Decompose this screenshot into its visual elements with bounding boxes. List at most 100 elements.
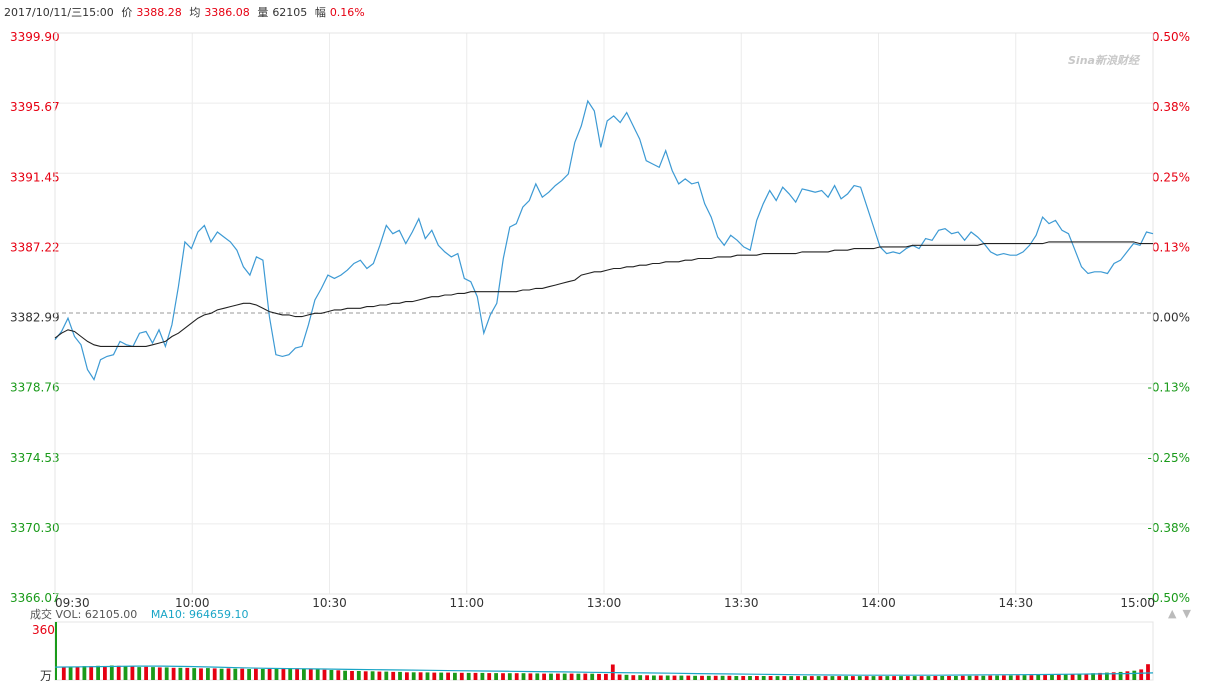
volume-label: 成交 [30, 608, 52, 621]
volume-bar [761, 676, 766, 680]
volume-bar [995, 675, 999, 680]
volume-bar [706, 675, 711, 680]
quote-datetime: 2017/10/11/三15:00 [4, 6, 114, 19]
volume-bar [535, 673, 540, 680]
volume-bar [590, 673, 595, 680]
volume-bar [398, 671, 402, 680]
volume-bar [1111, 672, 1116, 680]
volume-bar [116, 665, 121, 680]
volume-bar [679, 675, 684, 680]
volume-bar [103, 666, 107, 680]
volume-bar [940, 676, 945, 680]
volume-bar [775, 676, 780, 680]
volume-bar [1118, 671, 1123, 680]
volume-bar [542, 673, 546, 680]
volume-bar [370, 671, 375, 680]
y-tick-label: 3382.99 [10, 311, 60, 325]
volume-bar [981, 675, 986, 680]
volume-bar [1050, 674, 1054, 680]
volume-bar [933, 676, 938, 680]
y-tick-label: 3387.22 [10, 240, 60, 254]
volume-bar [494, 673, 498, 680]
volume-bar [240, 668, 245, 680]
volume-bar [411, 672, 416, 680]
volume-bar [329, 670, 334, 680]
volume-bar [1105, 672, 1109, 680]
volume-bar [137, 667, 142, 680]
volume-bar [123, 666, 128, 680]
avg-price-line [54, 241, 1153, 347]
avg-value: 3386.08 [204, 6, 250, 19]
volume-bar [480, 672, 485, 680]
volume-bar [171, 667, 176, 680]
volume-ma-text: MA10: 964659.10 [150, 608, 249, 621]
volume-bar [1125, 671, 1130, 680]
volume-bar [302, 668, 306, 680]
price-label: 价 [121, 6, 133, 19]
volume-bar [624, 674, 629, 680]
volume-bar [809, 676, 814, 680]
volume-bar [926, 676, 931, 680]
pct-tick-label: -0.38% [1148, 521, 1190, 535]
volume-bar [384, 671, 389, 680]
volume-bar [1043, 674, 1047, 680]
volume-bar [1002, 675, 1006, 680]
volume-bar [432, 672, 437, 680]
volume-bar [789, 676, 794, 680]
volume-bar [892, 676, 896, 680]
volume-bar [260, 669, 265, 680]
zoom-controls[interactable]: ▲▼ [1168, 607, 1197, 620]
volume-bar [686, 675, 691, 680]
volume-bar [55, 622, 57, 680]
volume-bar [418, 672, 423, 680]
volume-bar [871, 676, 876, 680]
volume-bar [1139, 669, 1144, 680]
pct-tick-label: 0.13% [1152, 240, 1190, 254]
zoom-down-icon[interactable]: ▼ [1182, 607, 1197, 620]
x-tick-label: 10:00 [175, 596, 210, 610]
y-tick-label: 3399.90 [10, 30, 60, 44]
volume-bar [693, 675, 697, 680]
volume-bar [247, 669, 251, 680]
volume-bar [446, 672, 450, 680]
volume-bar [507, 673, 512, 680]
x-tick-label: 10:30 [312, 596, 347, 610]
volume-bar [295, 668, 299, 680]
volume-bar [556, 673, 560, 680]
volume-text: VOL: 62105.00 [55, 608, 138, 621]
volume-bar [844, 676, 848, 680]
volume-bar [549, 673, 553, 680]
volume-bar [631, 675, 636, 680]
price-value: 3388.28 [136, 6, 182, 19]
volume-bar [1036, 675, 1041, 680]
volume-bar [700, 675, 704, 680]
price-line [54, 99, 1154, 381]
y-tick-label: 3395.67 [10, 100, 60, 114]
volume-bar [1008, 675, 1013, 680]
volume-bar [363, 671, 368, 680]
volume-bar [652, 675, 656, 680]
volume-bar [528, 673, 533, 680]
volume-bar [748, 676, 752, 680]
y-tick-label: 3391.45 [10, 170, 60, 184]
pct-tick-label: 0.25% [1152, 170, 1190, 184]
volume-bar [782, 676, 787, 680]
plot-frame [54, 32, 1154, 595]
volume-bar [96, 665, 100, 680]
volume-bar [1056, 674, 1061, 680]
volume-bar [151, 667, 155, 680]
volume-bar [233, 668, 238, 680]
pct-tick-label: -0.13% [1148, 381, 1190, 395]
x-tick-label: 15:00 [1120, 596, 1155, 610]
volume-bar [281, 668, 286, 680]
volume-bar [1098, 672, 1102, 680]
zoom-up-icon[interactable]: ▲ [1168, 607, 1183, 620]
volume-bar [967, 675, 972, 680]
volume-bar [1077, 673, 1082, 680]
x-tick-label: 09:30 [55, 596, 90, 610]
volume-bar [768, 676, 773, 680]
volume-bar [89, 666, 94, 680]
volume-bar [864, 676, 869, 680]
volume-bar [672, 675, 677, 680]
volume-bar [254, 668, 258, 680]
